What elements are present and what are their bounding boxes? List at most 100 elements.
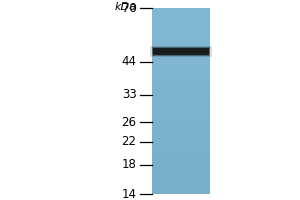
- Bar: [152, 176, 210, 177]
- Bar: [152, 153, 210, 154]
- Text: 18: 18: [122, 158, 136, 171]
- Bar: [152, 187, 210, 188]
- Text: kDa: kDa: [115, 2, 136, 12]
- Bar: [152, 83, 210, 84]
- Bar: [152, 69, 210, 70]
- Bar: [152, 106, 210, 107]
- Bar: [152, 123, 210, 124]
- Bar: [152, 170, 210, 171]
- Bar: [152, 8, 210, 9]
- Text: 26: 26: [122, 116, 136, 129]
- Bar: [152, 181, 210, 182]
- Bar: [152, 10, 210, 11]
- Bar: [152, 131, 210, 132]
- Bar: [152, 70, 210, 71]
- Bar: [152, 40, 210, 41]
- Bar: [152, 66, 210, 67]
- Bar: [152, 53, 210, 54]
- Bar: [152, 112, 210, 113]
- Bar: [152, 75, 210, 76]
- Bar: [152, 30, 210, 31]
- Bar: [152, 38, 210, 39]
- Bar: [152, 119, 210, 120]
- Bar: [152, 85, 210, 86]
- Bar: [152, 172, 210, 173]
- Bar: [152, 168, 210, 169]
- Bar: [152, 189, 210, 190]
- Bar: [152, 54, 210, 55]
- Bar: [152, 182, 210, 183]
- Bar: [152, 25, 210, 26]
- Bar: [152, 174, 210, 175]
- Bar: [152, 50, 210, 51]
- Bar: [152, 185, 210, 186]
- Bar: [152, 60, 210, 61]
- Bar: [152, 161, 210, 162]
- Bar: [152, 154, 210, 155]
- Bar: [152, 58, 210, 59]
- Bar: [152, 15, 210, 16]
- Bar: [152, 89, 210, 90]
- Bar: [152, 44, 210, 45]
- Bar: [152, 74, 210, 75]
- Bar: [152, 129, 210, 130]
- Bar: [152, 177, 210, 178]
- Bar: [152, 162, 210, 163]
- Bar: [152, 47, 210, 48]
- Bar: [152, 110, 210, 111]
- Bar: [152, 94, 210, 95]
- Bar: [152, 117, 210, 118]
- Bar: [152, 96, 210, 97]
- Bar: [152, 67, 210, 68]
- Bar: [152, 29, 210, 30]
- Bar: [152, 28, 210, 29]
- Bar: [152, 19, 210, 20]
- Bar: [152, 56, 210, 57]
- Bar: [152, 149, 210, 150]
- Bar: [152, 35, 210, 36]
- Bar: [152, 80, 210, 81]
- Bar: [152, 124, 210, 125]
- Bar: [152, 116, 210, 117]
- Bar: [152, 64, 210, 65]
- Bar: [152, 51, 210, 52]
- Bar: [152, 71, 210, 72]
- Bar: [152, 78, 210, 79]
- Bar: [152, 180, 210, 181]
- Bar: [152, 33, 210, 34]
- Bar: [152, 87, 210, 88]
- Bar: [152, 20, 210, 21]
- Bar: [152, 155, 210, 156]
- Bar: [152, 140, 210, 141]
- Bar: [152, 178, 210, 179]
- Bar: [152, 82, 210, 83]
- Bar: [152, 31, 210, 32]
- Bar: [152, 22, 210, 23]
- Bar: [152, 118, 210, 119]
- Bar: [152, 120, 210, 121]
- Bar: [152, 190, 210, 191]
- Bar: [152, 16, 210, 17]
- Bar: [152, 11, 210, 12]
- Bar: [152, 27, 210, 28]
- Bar: [152, 134, 210, 135]
- Bar: [152, 77, 210, 78]
- Bar: [152, 192, 210, 193]
- Bar: [152, 95, 210, 96]
- Bar: [152, 21, 210, 22]
- Bar: [152, 183, 210, 184]
- Bar: [152, 102, 210, 103]
- Bar: [152, 171, 210, 172]
- Bar: [152, 132, 210, 133]
- Bar: [152, 88, 210, 89]
- Bar: [152, 47, 210, 56]
- Bar: [152, 23, 210, 24]
- Bar: [152, 90, 210, 91]
- Bar: [152, 62, 210, 63]
- Bar: [152, 46, 210, 47]
- Bar: [152, 100, 210, 101]
- Bar: [152, 125, 210, 126]
- Bar: [152, 76, 210, 77]
- Bar: [152, 26, 210, 27]
- Bar: [152, 114, 210, 115]
